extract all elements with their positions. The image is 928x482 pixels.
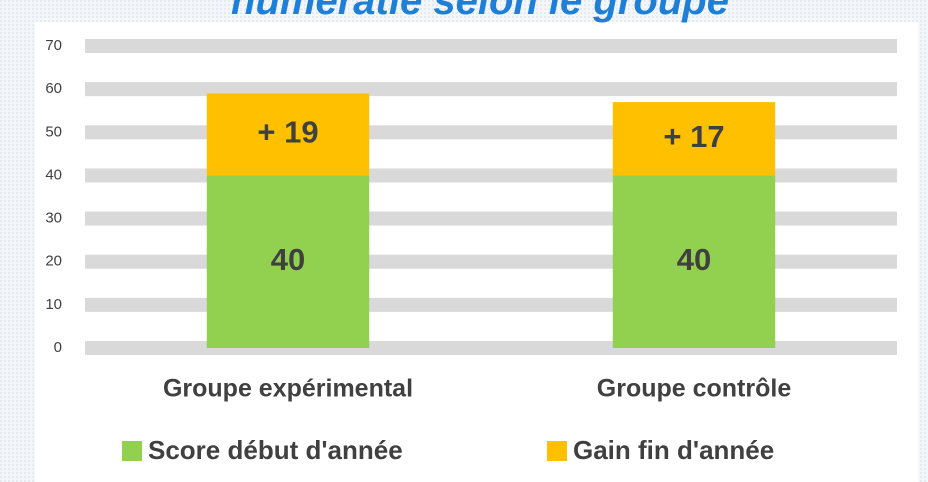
- bar-segment: [612, 175, 776, 348]
- bar-segment: [206, 93, 370, 176]
- y-tick-label: 10: [45, 296, 62, 313]
- chart-title: numératie selon le groupe: [231, 0, 729, 23]
- x-tick-label: Groupe contrôle: [597, 375, 792, 403]
- legend-label: Gain fin d'année: [573, 435, 774, 465]
- data-label: + 17: [663, 119, 724, 154]
- y-tick-label: 50: [45, 123, 62, 140]
- bar-segment: [206, 175, 370, 348]
- bar-segment: [612, 102, 776, 176]
- y-tick-label: 20: [45, 253, 62, 270]
- grid-line: [85, 39, 897, 53]
- y-tick-label: 0: [54, 339, 62, 356]
- y-tick-label: 70: [45, 37, 62, 54]
- data-label: + 19: [257, 115, 318, 150]
- y-tick-label: 30: [45, 210, 62, 227]
- legend-swatch: [547, 441, 567, 461]
- y-tick-label: 40: [45, 166, 62, 183]
- grid-line: [85, 82, 897, 97]
- legend-swatch: [122, 441, 142, 461]
- data-label: 40: [677, 242, 711, 277]
- x-tick-label: Groupe expérimental: [163, 375, 413, 403]
- y-tick-label: 60: [45, 80, 62, 97]
- legend-label: Score début d'année: [148, 435, 403, 465]
- data-label: 40: [271, 242, 305, 277]
